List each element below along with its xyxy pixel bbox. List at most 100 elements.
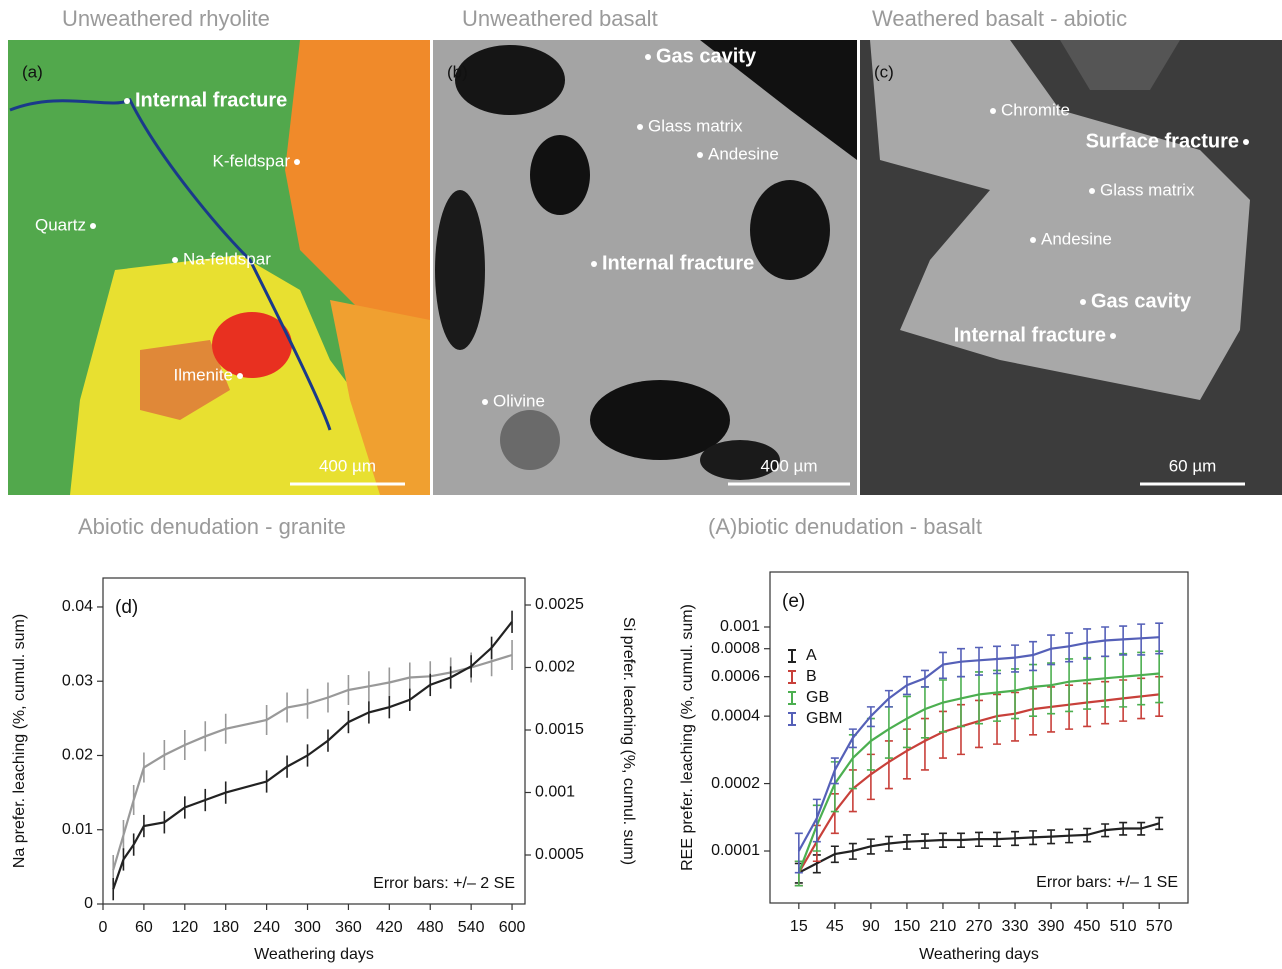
x-axis-label: Weathering days: [919, 946, 1039, 963]
label-dot: [990, 108, 996, 114]
y2-axis-label: Si prefer. leaching (%, cumul. sum): [620, 617, 637, 865]
panel-title: Unweathered basalt: [462, 6, 658, 31]
x-tick-label: 510: [1110, 918, 1137, 935]
label-dot: [482, 399, 488, 405]
x-tick-label: 540: [458, 919, 485, 936]
legend-swatch: [788, 713, 796, 725]
label-dot: [1030, 237, 1036, 243]
panel-letter: (d): [115, 597, 138, 618]
x-tick-label: 420: [376, 919, 403, 936]
annotation: Error bars: +/– 1 SE: [1036, 874, 1178, 891]
figure: Unweathered rhyolite (a) Internal fracture…: [0, 0, 1282, 969]
y-tick-label: 0.0006: [711, 668, 760, 685]
y-tick-label: 0.0002: [711, 775, 760, 792]
label-dot: [637, 124, 643, 130]
x-tick-label: 240: [253, 919, 280, 936]
legend-swatch: [788, 650, 796, 662]
feature-label: Internal fracture: [135, 89, 287, 111]
label-dot: [645, 54, 651, 60]
feature-label: Internal fracture: [602, 252, 754, 274]
y-tick-label: 0.02: [62, 747, 93, 764]
x-axis-label: Weathering days: [254, 946, 374, 963]
panel-title: Weathered basalt - abiotic: [872, 6, 1127, 31]
label-dot: [1080, 299, 1086, 305]
error-bar: [903, 696, 911, 747]
y-tick-label: 0: [84, 895, 93, 912]
feature-label: Internal fracture: [954, 324, 1106, 346]
x-tick-label: 300: [294, 919, 321, 936]
feature-label: K-feldspar: [213, 151, 291, 170]
x-tick-label: 120: [171, 919, 198, 936]
feature-label: Glass matrix: [1100, 180, 1195, 199]
x-tick-label: 390: [1038, 918, 1065, 935]
y-tick-label: 0.03: [62, 672, 93, 689]
label-dot: [124, 98, 130, 104]
legend-label: GBM: [806, 710, 842, 727]
label-dot: [172, 257, 178, 263]
y-tick-label: 0.01: [62, 821, 93, 838]
label-dot: [697, 152, 703, 158]
y2-tick-label: 0.002: [535, 659, 575, 676]
error-bar: [885, 707, 893, 758]
series-line: [113, 622, 512, 889]
error-bar: [867, 707, 875, 727]
legend-swatch: [788, 671, 796, 683]
y2-tick-label: 0.001: [535, 784, 575, 801]
x-tick-label: 210: [930, 918, 957, 935]
label-dot: [237, 373, 243, 379]
feature-label: Surface fracture: [1086, 130, 1239, 152]
y-tick-label: 0.0008: [711, 640, 760, 657]
y-tick-label: 0.0001: [711, 842, 760, 859]
error-bar: [957, 677, 965, 727]
feature-label: Gas cavity: [1091, 290, 1192, 312]
x-tick-label: 60: [135, 919, 153, 936]
error-bar: [903, 677, 911, 695]
x-tick-label: 15: [790, 918, 808, 935]
legend-swatch: [788, 692, 796, 704]
y2-tick-label: 0.0005: [535, 846, 584, 863]
y2-tick-label: 0.0015: [535, 721, 584, 738]
legend-label: B: [806, 668, 817, 685]
feature-label: Ilmenite: [173, 365, 233, 384]
error-bar: [921, 687, 929, 738]
label-dot: [1089, 188, 1095, 194]
feature-label: Olivine: [493, 391, 545, 410]
label-dot: [294, 159, 300, 165]
legend-label: A: [806, 647, 817, 664]
x-tick-label: 90: [862, 918, 880, 935]
x-tick-label: 480: [417, 919, 444, 936]
label-dot: [591, 261, 597, 267]
feature-label: Gas cavity: [656, 45, 757, 67]
legend-label: GB: [806, 689, 829, 706]
x-tick-label: 330: [1002, 918, 1029, 935]
x-tick-label: 270: [966, 918, 993, 935]
x-tick-label: 570: [1146, 918, 1173, 935]
error-bar: [993, 670, 1001, 721]
x-tick-label: 45: [826, 918, 844, 935]
scale-bar-label: 60 µm: [1169, 456, 1217, 475]
x-tick-label: 150: [894, 918, 921, 935]
panel-letter: (b): [447, 62, 468, 81]
panel-title: Unweathered rhyolite: [62, 6, 270, 31]
label-dot: [1243, 139, 1249, 145]
annotation: Error bars: +/– 2 SE: [373, 875, 515, 892]
scale-bar-label: 400 µm: [319, 456, 376, 475]
y-tick-label: 0.04: [62, 598, 93, 615]
panel-letter: (e): [782, 591, 805, 612]
scale-bar-label: 400 µm: [760, 456, 817, 475]
panel-letter: (a): [22, 62, 43, 81]
feature-label: Andesine: [708, 144, 779, 163]
error-bar: [975, 672, 983, 724]
label-dot: [1110, 333, 1116, 339]
y2-tick-label: 0.0025: [535, 596, 584, 613]
plot-frame: [103, 578, 525, 904]
x-tick-label: 180: [212, 919, 239, 936]
y-tick-label: 0.0004: [711, 707, 760, 724]
x-tick-label: 360: [335, 919, 362, 936]
series-line: [113, 655, 512, 870]
x-tick-label: 450: [1074, 918, 1101, 935]
feature-label: Chromite: [1001, 100, 1070, 119]
chart-title: (A)biotic denudation - basalt: [708, 514, 982, 539]
chart-title: Abiotic denudation - granite: [78, 514, 346, 539]
y-axis-label: REE prefer. leaching (%, cumul. sum): [679, 604, 696, 871]
